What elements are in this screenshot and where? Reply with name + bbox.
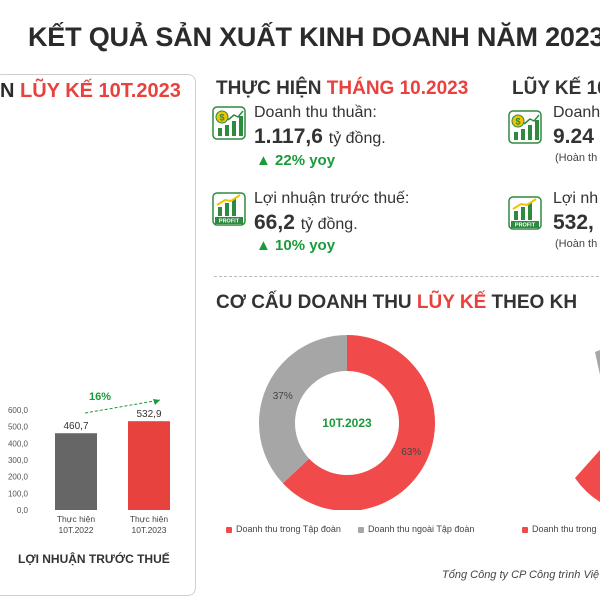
monthly-profit-unit: tỷ đồng. (300, 216, 358, 233)
cumulative-profit-note: (Hoàn th (555, 238, 598, 250)
bar-chart-caption: LỢI NHUẬN TRƯỚC THUẾ (18, 552, 170, 566)
monthly-revenue-unit: tỷ đồng. (328, 130, 386, 147)
cumulative-profit-value: 532, (553, 211, 594, 234)
legend-internal-label: Doanh thu trong Tập đoàn (236, 524, 341, 534)
monthly-profit-value: 66,2 (254, 211, 295, 234)
monthly-profit-yoy: ▲ 10% yoy (256, 237, 336, 254)
svg-text:PROFIT: PROFIT (219, 219, 240, 225)
donut-slice-label: 63% (401, 447, 421, 458)
svg-text:PROFIT: PROFIT (515, 223, 536, 229)
bar-category-label: 10T.2023 (132, 525, 167, 535)
legend-internal-2-label: Doanh thu trong (532, 524, 597, 534)
monthly-heading-prefix: THỰC HIỆN (216, 78, 322, 99)
cumulative-heading: LŨY KẾ 10T (512, 78, 600, 99)
y-tick-label: 500,0 (8, 423, 29, 432)
legend-external: Doanh thu ngoài Tập đoàn (358, 524, 474, 534)
revenue-chart-icon: $ (212, 106, 246, 140)
monthly-revenue-label: Doanh thu thuần: (254, 104, 377, 121)
donut-center-label: 10T.2023 (322, 416, 372, 430)
legend-internal: Doanh thu trong Tập đoàn (226, 524, 341, 534)
growth-arrow-line (84, 399, 161, 414)
left-panel (0, 74, 196, 596)
second-donut-slice-grey (595, 350, 600, 375)
monthly-heading-highlight: THÁNG 10.2023 (326, 78, 469, 99)
page-title: KẾT QUẢ SẢN XUẤT KINH DOANH NĂM 2023 (28, 22, 600, 52)
cumulative-revenue-note: (Hoàn th (555, 152, 598, 164)
structure-heading-suffix: THEO KH (491, 292, 578, 313)
structure-heading: CƠ CẤU DOANH THU LŨY KẾ THEO KH (216, 292, 577, 314)
donut-slice-label: 37% (273, 391, 293, 402)
growth-arrow-head (153, 399, 160, 405)
bar (55, 433, 97, 510)
cumulative-revenue-icon: $ (508, 110, 542, 144)
profit-bar-chart: 0,0 100,0 200,0 300,0 400,0 500,0 600,0 460,7 5… (8, 391, 170, 535)
legend-internal-2-swatch (522, 526, 528, 533)
legend-internal-2: Doanh thu trong (522, 524, 597, 534)
y-tick-label: 0,0 (17, 506, 29, 515)
revenue-donut-chart: 63% 37% 10T.2023 (259, 335, 435, 510)
monthly-profit-figure: 66,2 tỷ đồng. (254, 211, 358, 235)
cumulative-profit-label: Lợi nh (553, 190, 599, 207)
second-donut-chart-partial (575, 350, 600, 502)
footer-source: Tổng Công ty CP Công trình Việ (442, 569, 600, 581)
cumulative-revenue-label: Doanh (553, 104, 600, 121)
legend-external-label: Doanh thu ngoài Tập đoàn (368, 524, 475, 534)
svg-text:$: $ (515, 117, 520, 127)
section-divider (214, 276, 600, 277)
bar-value-label: 460,7 (63, 421, 88, 432)
bar-category-label: 10T.2022 (59, 525, 94, 535)
y-tick-label: 100,0 (8, 489, 29, 498)
y-tick-label: 400,0 (8, 439, 29, 448)
bar-category-label: Thực hiện (130, 514, 169, 524)
left-panel-heading: N LŨY KẾ 10T.2023 (0, 80, 181, 103)
growth-label: 16% (89, 391, 111, 403)
cumulative-revenue-value: 9.24 (553, 125, 594, 148)
structure-heading-highlight: LŨY KẾ (416, 292, 487, 313)
bar (128, 421, 170, 510)
left-panel-heading-highlight: LŨY KẾ 10T.2023 (20, 80, 181, 102)
y-tick-label: 600,0 (8, 406, 29, 415)
y-tick-label: 300,0 (8, 456, 29, 465)
y-tick-label: 200,0 (8, 473, 29, 482)
second-donut-slice (575, 450, 600, 502)
monthly-revenue-yoy: ▲ 22% yoy (256, 152, 336, 169)
monthly-profit-label: Lợi nhuận trước thuế: (254, 190, 410, 207)
bar-category-label: Thực hiện (57, 514, 96, 524)
svg-text:$: $ (219, 113, 224, 123)
donut-slice (259, 335, 347, 484)
profit-icon: PROFIT (212, 192, 246, 226)
structure-heading-prefix: CƠ CẤU DOANH THU (216, 292, 412, 313)
monthly-revenue-figure: 1.117,6 tỷ đồng. (254, 125, 386, 149)
monthly-revenue-value: 1.117,6 (254, 125, 323, 148)
bar-value-label: 532,9 (136, 409, 161, 420)
donut-slice (282, 335, 435, 510)
cumulative-profit-icon: PROFIT (508, 196, 542, 230)
legend-external-swatch (358, 526, 364, 533)
monthly-heading: THỰC HIỆN THÁNG 10.2023 (216, 78, 468, 100)
left-panel-heading-prefix: N (0, 80, 15, 102)
legend-internal-swatch (226, 526, 232, 533)
